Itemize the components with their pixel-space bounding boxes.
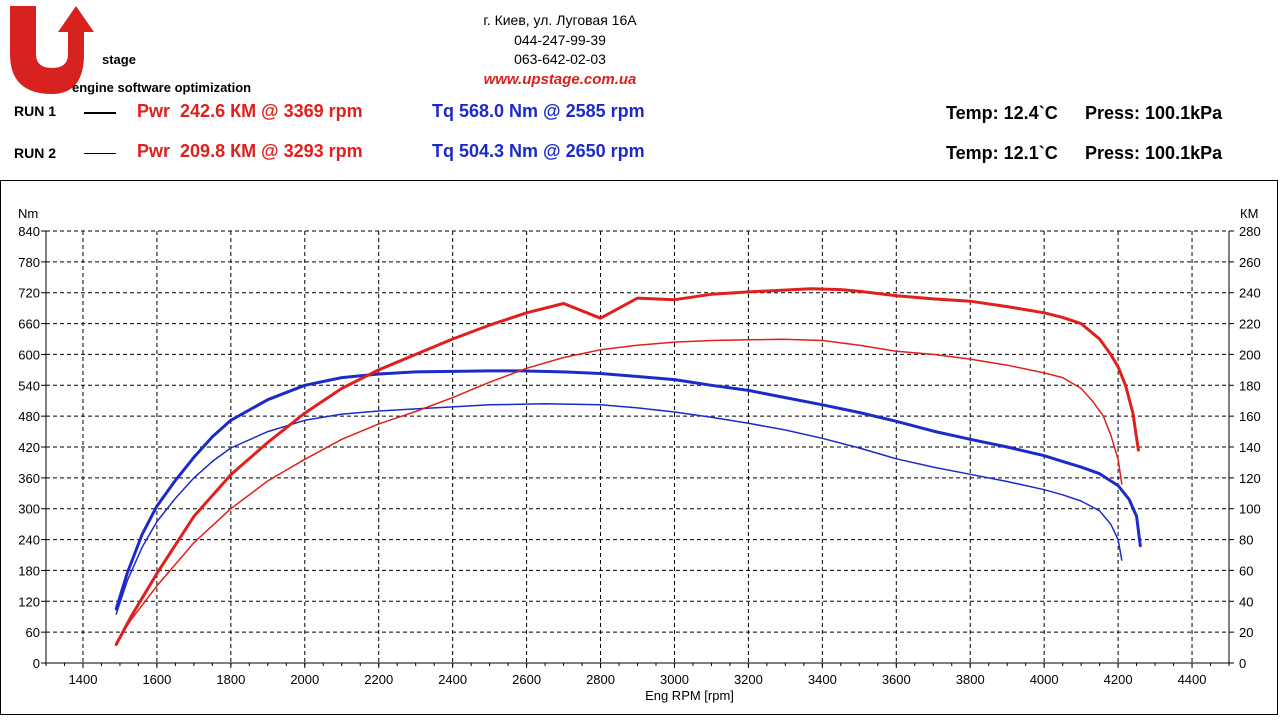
x-axis-label: Eng RPM [rpm] bbox=[645, 688, 734, 703]
run-1-pwr: Pwr 242.6 КМ @ 3369 rpm bbox=[137, 101, 363, 122]
phone-1-text: 044-247-99-39 bbox=[514, 32, 606, 48]
run-1-line-sample bbox=[84, 112, 116, 114]
run-1-torque-curve bbox=[114, 369, 1142, 611]
x-tick-label: 3200 bbox=[734, 672, 763, 687]
x-tick-label: 3800 bbox=[956, 672, 985, 687]
x-tick-label: 2200 bbox=[364, 672, 393, 687]
phone-2-text: 063-642-02-03 bbox=[514, 51, 606, 67]
run-2-line-sample bbox=[84, 153, 116, 154]
address-text: г. Киев, ул. Луговая 16А bbox=[483, 12, 637, 28]
run-2-press: Press: 100.1kPa bbox=[1085, 143, 1223, 163]
y-left-axis-label: Nm bbox=[18, 206, 38, 221]
y-left-tick-label: 120 bbox=[18, 594, 40, 609]
run-2-pwr: Pwr 209.8 КМ @ 3293 rpm bbox=[137, 141, 363, 162]
x-tick-label: 2000 bbox=[290, 672, 319, 687]
y-left-tick-label: 300 bbox=[18, 502, 40, 517]
run-2-pwr-prefix: Pwr bbox=[137, 141, 171, 161]
run-1-press: Press: 100.1kPa bbox=[1085, 103, 1223, 123]
y-right-tick-label: 100 bbox=[1239, 502, 1261, 517]
run-1-power-curve bbox=[114, 287, 1140, 646]
y-left-tick-label: 360 bbox=[18, 471, 40, 486]
y-left-tick-label: 840 bbox=[18, 224, 40, 239]
logo-u-mark bbox=[10, 6, 94, 94]
y-left-tick-label: 540 bbox=[18, 378, 40, 393]
y-right-tick-label: 260 bbox=[1239, 255, 1261, 270]
x-tick-label: 1400 bbox=[69, 672, 98, 687]
x-tick-label: 3000 bbox=[660, 672, 689, 687]
y-right-tick-label: 280 bbox=[1239, 224, 1261, 239]
x-tick-label: 4400 bbox=[1178, 672, 1207, 687]
y-left-tick-label: 660 bbox=[18, 317, 40, 332]
x-tick-label: 3600 bbox=[882, 672, 911, 687]
y-right-tick-label: 120 bbox=[1239, 471, 1261, 486]
y-right-tick-label: 20 bbox=[1239, 625, 1253, 640]
chart-frame bbox=[0, 180, 1278, 715]
y-right-tick-label: 40 bbox=[1239, 594, 1253, 609]
logo-wordmark: stage bbox=[102, 52, 136, 67]
run-1-pwr-value: 242.6 КМ @ 3369 rpm bbox=[180, 101, 363, 121]
run-2-label: RUN 2 bbox=[14, 145, 57, 161]
run-2-pwr-value: 209.8 КМ @ 3293 rpm bbox=[180, 141, 363, 161]
y-left-tick-label: 420 bbox=[18, 440, 40, 455]
run-2-torque-curve bbox=[115, 403, 1123, 615]
y-left-tick-label: 780 bbox=[18, 255, 40, 270]
x-tick-label: 4000 bbox=[1030, 672, 1059, 687]
run-2-temp: Temp: 12.1`C bbox=[946, 143, 1058, 163]
y-right-tick-label: 200 bbox=[1239, 347, 1261, 362]
y-right-axis-label: КМ bbox=[1240, 206, 1258, 221]
x-tick-label: 2800 bbox=[586, 672, 615, 687]
x-tick-label: 2600 bbox=[512, 672, 541, 687]
y-left-tick-label: 600 bbox=[18, 347, 40, 362]
run-2-power-curve bbox=[117, 338, 1123, 641]
y-right-tick-label: 160 bbox=[1239, 409, 1261, 424]
y-left-tick-label: 720 bbox=[18, 286, 40, 301]
y-right-tick-label: 0 bbox=[1239, 656, 1246, 671]
run-1-pwr-prefix: Pwr bbox=[137, 101, 171, 121]
dyno-chart: 1400 1600 1800 2000 2200 2400 2600 2800 3000 3200… bbox=[18, 206, 1261, 703]
y-left-tick-label: 180 bbox=[18, 563, 40, 578]
run-1-label: RUN 1 bbox=[14, 103, 57, 119]
x-tick-label: 1600 bbox=[142, 672, 171, 687]
x-tick-label: 4200 bbox=[1104, 672, 1133, 687]
y-right-tick-label: 220 bbox=[1239, 317, 1261, 332]
y-right-tick-label: 60 bbox=[1239, 563, 1253, 578]
y-left-tick-label: 0 bbox=[33, 656, 40, 671]
x-tick-label: 3400 bbox=[808, 672, 837, 687]
x-tick-label: 2400 bbox=[438, 672, 467, 687]
y-left-tick-label: 480 bbox=[18, 409, 40, 424]
y-right-tick-label: 240 bbox=[1239, 286, 1261, 301]
run-1-temp: Temp: 12.4`C bbox=[946, 103, 1058, 123]
y-right-tick-label: 180 bbox=[1239, 378, 1261, 393]
upstage-logo: stage engine software optimization bbox=[10, 6, 251, 95]
y-left-tick-label: 240 bbox=[18, 533, 40, 548]
x-tick-label: 1800 bbox=[216, 672, 245, 687]
logo-tagline: engine software optimization bbox=[72, 80, 251, 95]
run-1-tq: Tq 568.0 Nm @ 2585 rpm bbox=[432, 101, 645, 121]
y-right-tick-label: 80 bbox=[1239, 533, 1253, 548]
run-2-tq: Tq 504.3 Nm @ 2650 rpm bbox=[432, 141, 645, 161]
y-left-tick-label: 60 bbox=[26, 625, 40, 640]
website-link[interactable]: www.upstage.com.ua bbox=[483, 71, 637, 88]
y-right-tick-label: 140 bbox=[1239, 440, 1261, 455]
